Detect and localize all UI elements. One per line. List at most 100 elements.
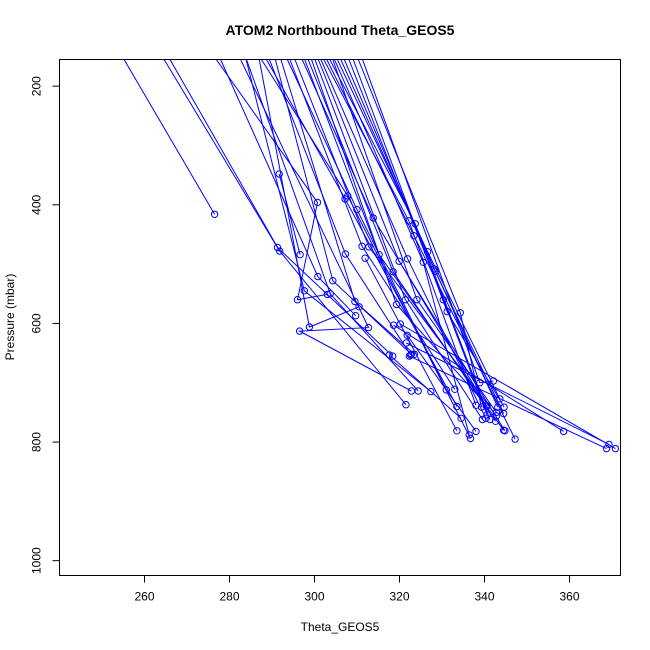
data-point: [483, 411, 491, 419]
y-axis-label: Pressure (mbar): [3, 274, 17, 361]
series-line: [336, 59, 501, 400]
data-point: [293, 296, 302, 304]
series-line: [388, 354, 462, 419]
series-line: [364, 257, 458, 432]
data-point: [403, 255, 412, 263]
data-point: [365, 243, 373, 251]
data-point: [419, 258, 427, 266]
data-point: [414, 387, 422, 395]
data-point: [427, 387, 435, 396]
plot-frame: [59, 59, 621, 576]
profile-series: [385, 351, 465, 422]
data-point: [500, 403, 508, 411]
y-tick-label: 800: [30, 432, 44, 452]
data-point: [451, 385, 459, 393]
data-point: [410, 232, 418, 240]
data-point: [352, 312, 360, 320]
data-point: [406, 351, 415, 359]
x-tick-label: 260: [134, 590, 154, 604]
profile-series: [352, 59, 508, 411]
y-tick-label: 1000: [30, 547, 44, 574]
y-axis: 200 400 600 800 1000: [30, 76, 60, 574]
series-line: [406, 342, 610, 445]
data-point: [375, 250, 383, 259]
data-point: [341, 250, 350, 258]
data-point: [478, 415, 487, 424]
series-line: [215, 59, 328, 301]
series-line: [246, 59, 419, 392]
series-line: [260, 59, 471, 439]
profile-series: [266, 59, 461, 411]
profile-series: [240, 59, 416, 395]
series-line: [314, 59, 483, 420]
series-line: [348, 59, 488, 415]
x-tick-label: 340: [474, 590, 494, 604]
data-point: [443, 307, 451, 316]
series-line: [220, 59, 357, 317]
profile-series: [268, 59, 415, 359]
series-line: [311, 59, 488, 407]
data-point: [300, 287, 308, 295]
data-point: [275, 170, 283, 178]
data-point: [402, 401, 410, 409]
data-point: [453, 427, 461, 435]
profile-series: [389, 321, 568, 436]
profile-series: [220, 59, 360, 320]
plot-area: [123, 59, 620, 453]
profile-series: [403, 331, 480, 436]
series-line: [266, 59, 458, 407]
y-tick-label: 400: [30, 194, 44, 214]
data-point: [314, 272, 322, 281]
data-point: [295, 327, 304, 335]
data-point: [439, 296, 447, 304]
series-line: [289, 59, 456, 390]
profile-series: [402, 339, 613, 449]
series-line: [323, 59, 477, 406]
profile-series: [123, 59, 219, 219]
data-point: [389, 268, 397, 276]
x-tick-label: 300: [304, 590, 324, 604]
series-line: [320, 59, 487, 419]
profile-series: [405, 352, 611, 453]
profile-series: [169, 59, 410, 409]
series-line: [123, 59, 216, 215]
data-point: [401, 296, 410, 304]
series-line: [169, 59, 407, 406]
data-point: [472, 427, 480, 436]
data-point: [351, 297, 359, 306]
profile-series: [245, 59, 435, 396]
series-line: [409, 355, 607, 450]
data-point: [477, 403, 486, 411]
series-line: [343, 59, 505, 414]
series-line: [393, 324, 564, 432]
series-line: [400, 323, 616, 450]
profile-series: [289, 59, 459, 393]
series-line: [406, 335, 477, 432]
profile-series: [314, 59, 487, 424]
data-point: [403, 331, 411, 339]
data-point: [466, 434, 475, 443]
profile-series: [361, 254, 461, 435]
data-point: [296, 250, 304, 259]
y-tick-label: 200: [30, 76, 44, 96]
data-point: [442, 386, 450, 394]
x-tick-label: 320: [389, 590, 409, 604]
data-point: [559, 427, 568, 436]
data-point: [313, 198, 322, 207]
x-tick-label: 360: [559, 590, 579, 604]
series-line: [280, 59, 415, 355]
profile-series: [320, 59, 490, 422]
data-point: [355, 303, 363, 311]
data-point: [413, 296, 421, 304]
data-point: [361, 254, 369, 262]
data-point: [501, 427, 509, 435]
data-point: [602, 444, 611, 453]
data-point: [329, 277, 337, 285]
series-line: [268, 59, 412, 356]
profile-series: [329, 59, 494, 424]
x-axis: 260 280 300 320 340 360: [134, 575, 580, 604]
series-line: [352, 59, 505, 408]
data-point: [611, 444, 620, 453]
series-line: [258, 59, 360, 328]
data-point: [453, 402, 461, 411]
